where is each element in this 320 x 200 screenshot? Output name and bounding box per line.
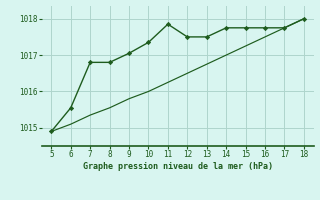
X-axis label: Graphe pression niveau de la mer (hPa): Graphe pression niveau de la mer (hPa) (83, 162, 273, 171)
